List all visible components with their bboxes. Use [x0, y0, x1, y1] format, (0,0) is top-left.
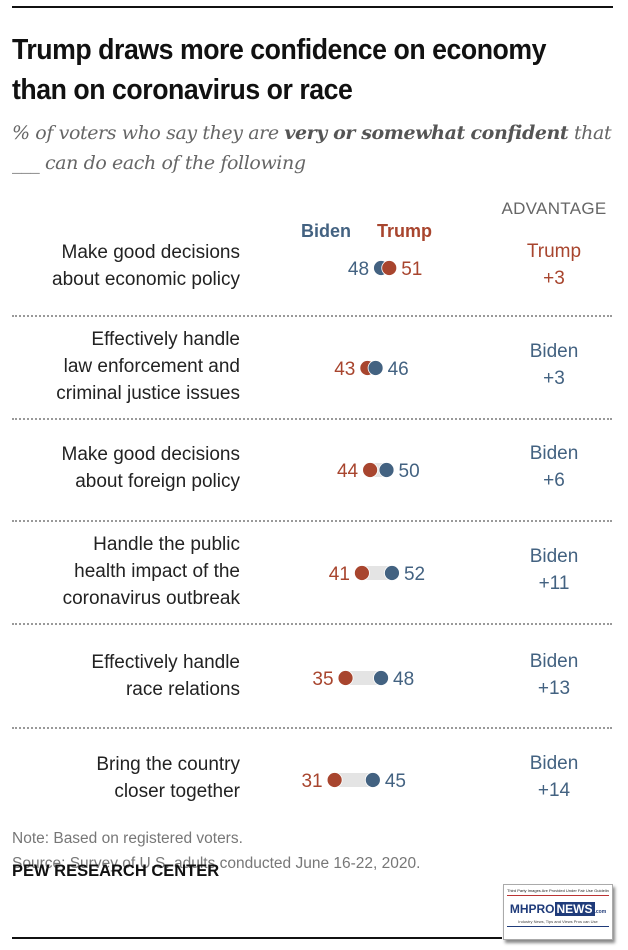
subtitle-pre: % of voters who say they are	[12, 122, 285, 144]
row-label: Bring the country closer together	[0, 751, 240, 805]
advantage-margin: +11	[538, 573, 570, 594]
row-label-line: about foreign policy	[75, 471, 240, 492]
row-label: Make good decisions about foreign policy	[0, 441, 241, 495]
subtitle-bold-2: confident	[470, 122, 569, 144]
note-text: Note: Based on registered voters.	[12, 830, 243, 847]
row-label-line: closer together	[114, 781, 240, 802]
row-label-line: Make good decisions	[61, 242, 241, 263]
row-label-line: Handle the public	[93, 533, 240, 555]
trump-value-label: 44	[337, 461, 359, 482]
row-label-line: Effectively handle	[91, 652, 240, 673]
advantage-value: Trump +3	[494, 238, 614, 292]
trump-value-label: 51	[401, 259, 422, 280]
advantage-margin: +13	[537, 678, 571, 699]
row-label-line: coronavirus outbreak	[62, 587, 240, 609]
biden-dot	[367, 360, 384, 376]
advantage-candidate: Biden	[529, 753, 579, 774]
row-divider	[12, 520, 612, 522]
biden-value-label: 48	[393, 669, 414, 690]
advantage-candidate: Biden	[529, 546, 579, 567]
advantage-margin: +6	[543, 470, 565, 491]
watermark-tagline: Industry News, Tips and Views Pros can U…	[507, 919, 609, 927]
advantage-value: Biden +11	[494, 543, 614, 597]
row-divider	[12, 418, 612, 420]
biden-value-label: 50	[399, 461, 420, 482]
trump-dot	[354, 565, 370, 581]
bottom-rule	[12, 937, 502, 939]
biden-value-label: 52	[404, 564, 425, 585]
biden-value-label: 46	[388, 359, 409, 380]
pew-research-center-logo: PEW RESEARCH CENTER	[12, 862, 220, 880]
advantage-margin: +3	[543, 268, 565, 289]
row-label-line: health impact of the	[74, 560, 240, 582]
watermark-logo: MHPRO NEWS .com	[504, 902, 612, 916]
source-text: Source: Survey of U.S. adults conducted …	[12, 855, 421, 872]
biden-dot	[378, 462, 395, 478]
subtitle-bold-1: very or somewhat	[284, 122, 465, 144]
row-label-line: Bring the country	[96, 754, 240, 775]
legend-biden: Biden	[301, 221, 352, 241]
biden-dot	[373, 670, 389, 686]
trump-dot	[326, 772, 343, 788]
biden-dot	[364, 772, 381, 788]
advantage-candidate: Biden	[529, 651, 579, 672]
row-label-line: Make good decisions	[61, 444, 241, 465]
row-label: Handle the public health impact of the cor…	[0, 531, 240, 612]
biden-value-label: 48	[348, 259, 369, 280]
row-label-line: law enforcement and	[63, 355, 240, 377]
advantage-margin: +3	[543, 368, 565, 389]
trump-value-label: 43	[334, 359, 355, 380]
advantage-value: Biden +6	[494, 440, 614, 494]
trump-value-label: 35	[312, 669, 333, 690]
trump-dot	[381, 260, 398, 276]
row-label-line: Effectively handle	[91, 328, 240, 350]
range-bar	[334, 773, 373, 787]
advantage-margin: +14	[537, 780, 571, 801]
row-label: Effectively handle race relations	[0, 649, 240, 703]
watermark-logo-mh: MHPRO	[509, 902, 555, 916]
top-rule	[12, 6, 613, 8]
biden-value-label: 45	[385, 771, 406, 792]
trump-value-label: 31	[301, 771, 322, 792]
row-label-line: about economic policy	[52, 269, 240, 290]
biden-dot	[384, 565, 400, 581]
chart-title: Trump draws more confidence on economy t…	[12, 34, 547, 106]
chart-notes: Note: Based on registered voters. Source…	[12, 826, 420, 876]
row-label: Effectively handle law enforcement and cri…	[0, 326, 240, 407]
chart-subtitle: % of voters who say they are very or som…	[12, 118, 622, 178]
range-bar	[361, 566, 392, 580]
watermark-logo-news: NEWS	[554, 902, 595, 916]
range-bar	[345, 671, 382, 685]
watermark-top-text: Third Party Images Are Provided Under Fa…	[507, 888, 609, 896]
advantage-value: Biden +14	[494, 750, 614, 804]
advantage-candidate: Biden	[529, 341, 579, 362]
row-label: Make good decisions about economic policy	[0, 239, 240, 293]
advantage-value: Biden +13	[494, 648, 614, 702]
advantage-candidate: Biden	[529, 443, 579, 464]
row-label-line: race relations	[125, 679, 240, 700]
trump-value-label: 41	[329, 564, 350, 585]
mhpronews-watermark: Third Party Images Are Provided Under Fa…	[503, 884, 613, 940]
advantage-candidate: Trump	[526, 241, 582, 262]
advantage-header: ADVANTAGE	[501, 199, 607, 218]
row-divider	[12, 727, 612, 729]
legend-trump: Trump	[377, 221, 433, 241]
row-label-line: criminal justice issues	[56, 382, 240, 404]
trump-dot	[362, 462, 379, 478]
row-divider	[12, 315, 612, 317]
trump-dot	[337, 670, 354, 686]
advantage-value: Biden +3	[494, 338, 614, 392]
subtitle-post: that ___ can do each of the following	[12, 122, 612, 174]
watermark-logo-com: .com	[594, 909, 607, 915]
row-divider	[12, 623, 612, 625]
